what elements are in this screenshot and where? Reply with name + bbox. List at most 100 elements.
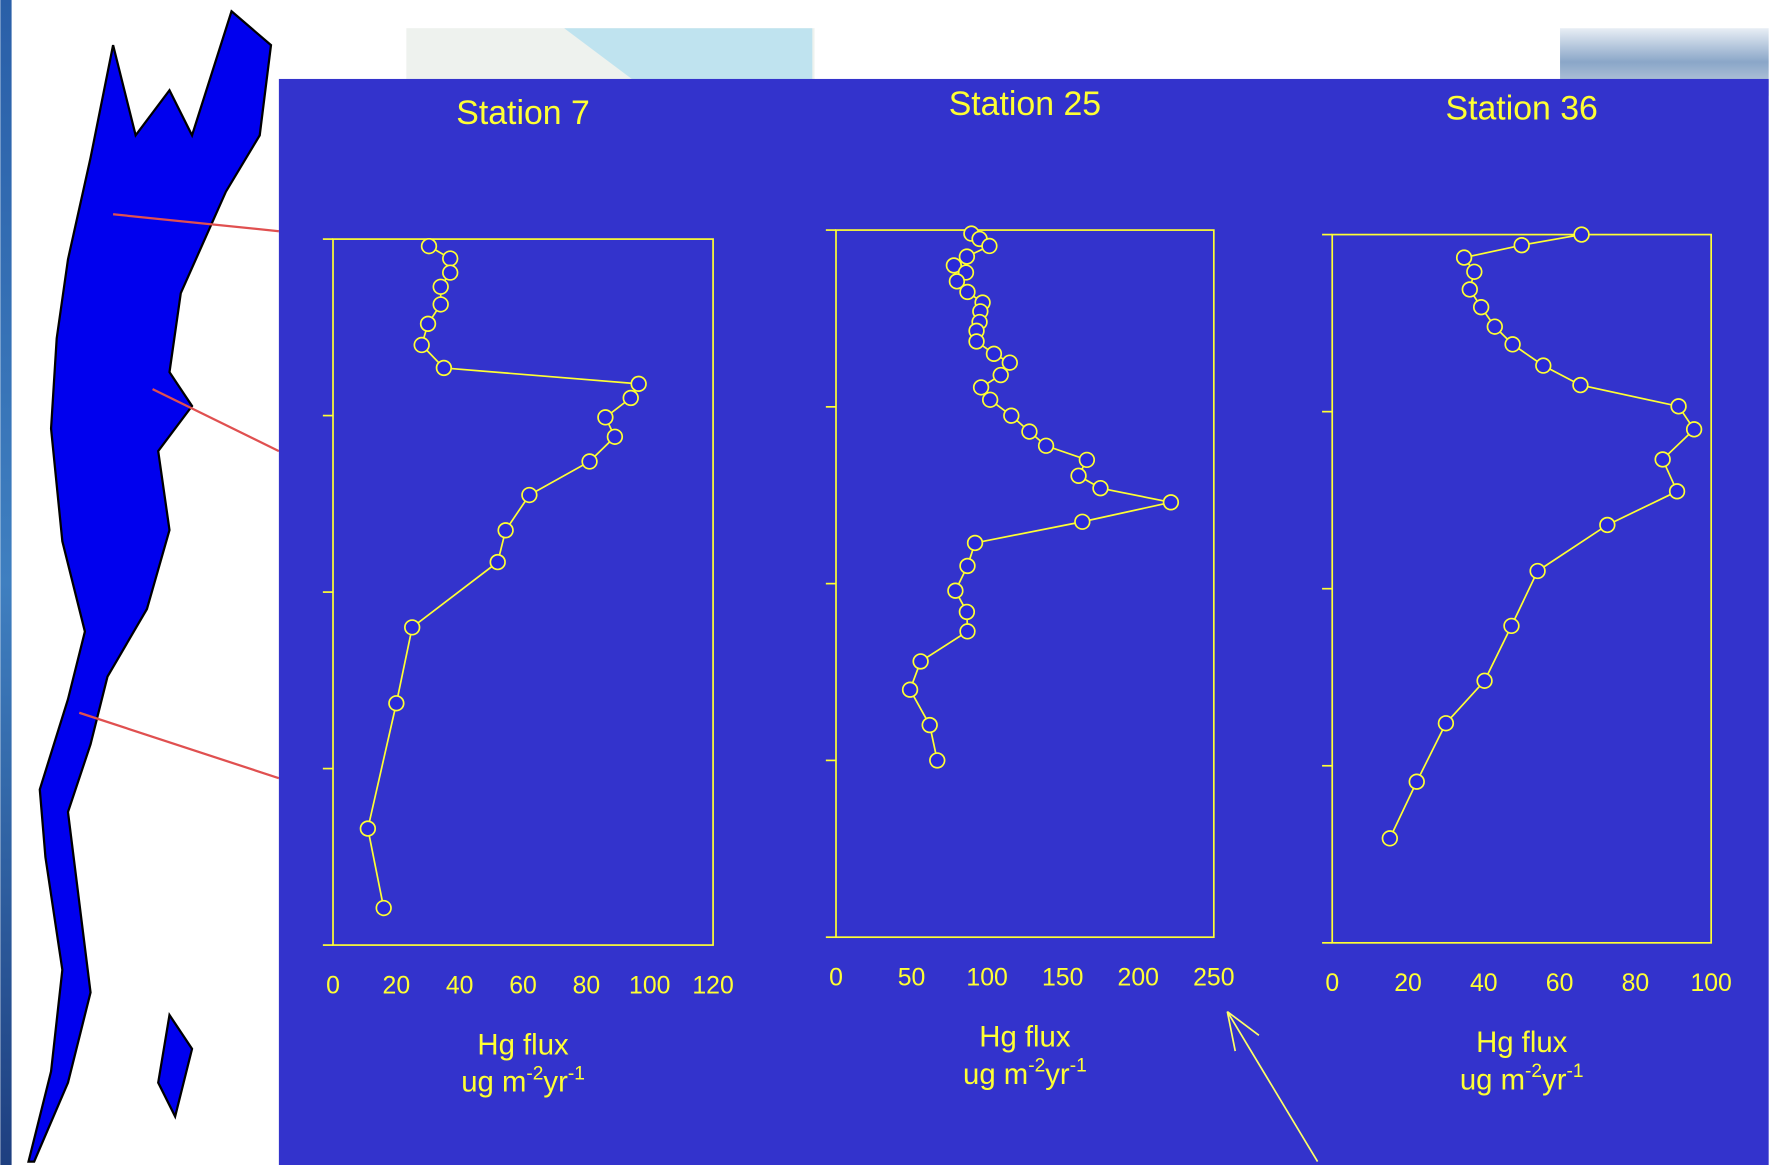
data-point	[375, 899, 392, 917]
data-point	[1408, 773, 1425, 790]
data-point	[1461, 281, 1478, 298]
unit-text: ug m	[963, 1058, 1028, 1091]
x-tick-label: 60	[1546, 970, 1574, 997]
data-point	[912, 653, 929, 670]
data-point	[1078, 451, 1096, 469]
unit-text: ug m	[461, 1066, 526, 1099]
x-tick-label: 0	[1325, 970, 1339, 997]
data-point	[442, 250, 459, 267]
data-point	[404, 619, 421, 636]
data-point	[1021, 423, 1038, 440]
data-point	[581, 453, 598, 470]
x-axis-label: Hg flux	[477, 1028, 569, 1061]
unit-text: yr	[1045, 1058, 1070, 1091]
data-point	[388, 695, 405, 712]
data-point	[1654, 451, 1671, 468]
data-point	[1668, 483, 1686, 500]
data-point	[419, 315, 437, 332]
data-point	[1513, 237, 1530, 254]
data-point	[945, 257, 963, 274]
x-axis-label: Hg flux	[979, 1020, 1071, 1053]
unit-text: yr	[543, 1066, 568, 1099]
x-tick-label: 40	[446, 972, 474, 999]
edge-strip	[0, 0, 12, 1165]
data-point	[1529, 562, 1546, 580]
data-point	[1070, 467, 1087, 484]
unit-text: ug m	[1460, 1063, 1525, 1096]
lake-shape	[27, 9, 273, 1163]
data-point	[1670, 398, 1687, 415]
x-tick-label: 100	[1690, 970, 1731, 997]
data-point	[1573, 226, 1590, 243]
x-tick-label: 60	[509, 972, 537, 999]
data-point	[958, 603, 976, 621]
data-point	[1599, 516, 1616, 534]
data-point	[1074, 513, 1091, 530]
data-point	[948, 273, 966, 290]
data-point	[630, 375, 647, 392]
x-tick-label: 100	[629, 972, 670, 999]
x-tick-label: 20	[1394, 970, 1422, 997]
unit-exponent: -1	[568, 1063, 585, 1084]
arrow	[1226, 1011, 1319, 1163]
x-tick-label: 250	[1193, 964, 1234, 991]
data-point	[1504, 336, 1521, 353]
station-link	[112, 213, 279, 233]
chart-panel	[278, 78, 1769, 1165]
data-point	[959, 557, 976, 575]
chart-title: Station 36	[1446, 89, 1598, 127]
data-point	[966, 534, 984, 552]
unit-exponent: -2	[1028, 1055, 1045, 1076]
data-point	[1092, 479, 1109, 497]
chart-title: Station 25	[949, 85, 1101, 123]
unit-exponent: -2	[1525, 1061, 1542, 1082]
data-point	[958, 248, 976, 265]
data-point	[1455, 249, 1473, 266]
data-point	[420, 237, 438, 255]
x-tick-label: 150	[1042, 964, 1083, 991]
data-point	[432, 278, 449, 295]
data-point	[442, 264, 459, 281]
x-axis-unit: ug m-2yr-1	[461, 1063, 585, 1098]
data-point	[947, 582, 964, 599]
unit-text: yr	[1542, 1063, 1567, 1096]
arrow-head	[1226, 1011, 1237, 1052]
data-point	[432, 296, 449, 313]
data-point	[1003, 407, 1020, 424]
data-point	[981, 391, 999, 408]
data-point	[359, 820, 377, 837]
data-point	[413, 336, 430, 354]
x-tick-label: 200	[1118, 964, 1159, 991]
data-point	[1162, 494, 1180, 511]
x-tick-label: 80	[1622, 970, 1650, 997]
arrow-head	[1226, 1010, 1260, 1036]
unit-exponent: -1	[1070, 1055, 1087, 1076]
x-tick-label: 40	[1470, 970, 1498, 997]
data-point	[1472, 298, 1490, 316]
x-axis-unit: ug m-2yr-1	[963, 1055, 1087, 1090]
data-point	[1037, 437, 1055, 454]
data-point	[992, 366, 1009, 384]
data-point	[622, 389, 639, 407]
unit-exponent: -1	[1566, 1061, 1583, 1082]
data-point	[1001, 354, 1018, 371]
data-point	[1381, 830, 1399, 847]
data-point	[606, 428, 624, 445]
station-link	[152, 388, 280, 453]
x-axis-label: Hg flux	[1476, 1026, 1568, 1059]
data-point	[489, 553, 506, 571]
data-point	[981, 237, 998, 255]
data-point	[1572, 376, 1589, 394]
unit-exponent: -2	[526, 1063, 543, 1084]
x-tick-label: 50	[898, 964, 926, 991]
data-point	[1466, 263, 1483, 280]
data-point	[1685, 421, 1703, 438]
data-point	[1535, 357, 1552, 374]
x-tick-label: 0	[326, 972, 340, 999]
map-water	[564, 28, 813, 79]
data-point	[1437, 715, 1455, 732]
x-tick-label: 80	[573, 972, 601, 999]
data-point	[985, 345, 1003, 362]
data-point	[1503, 617, 1520, 635]
